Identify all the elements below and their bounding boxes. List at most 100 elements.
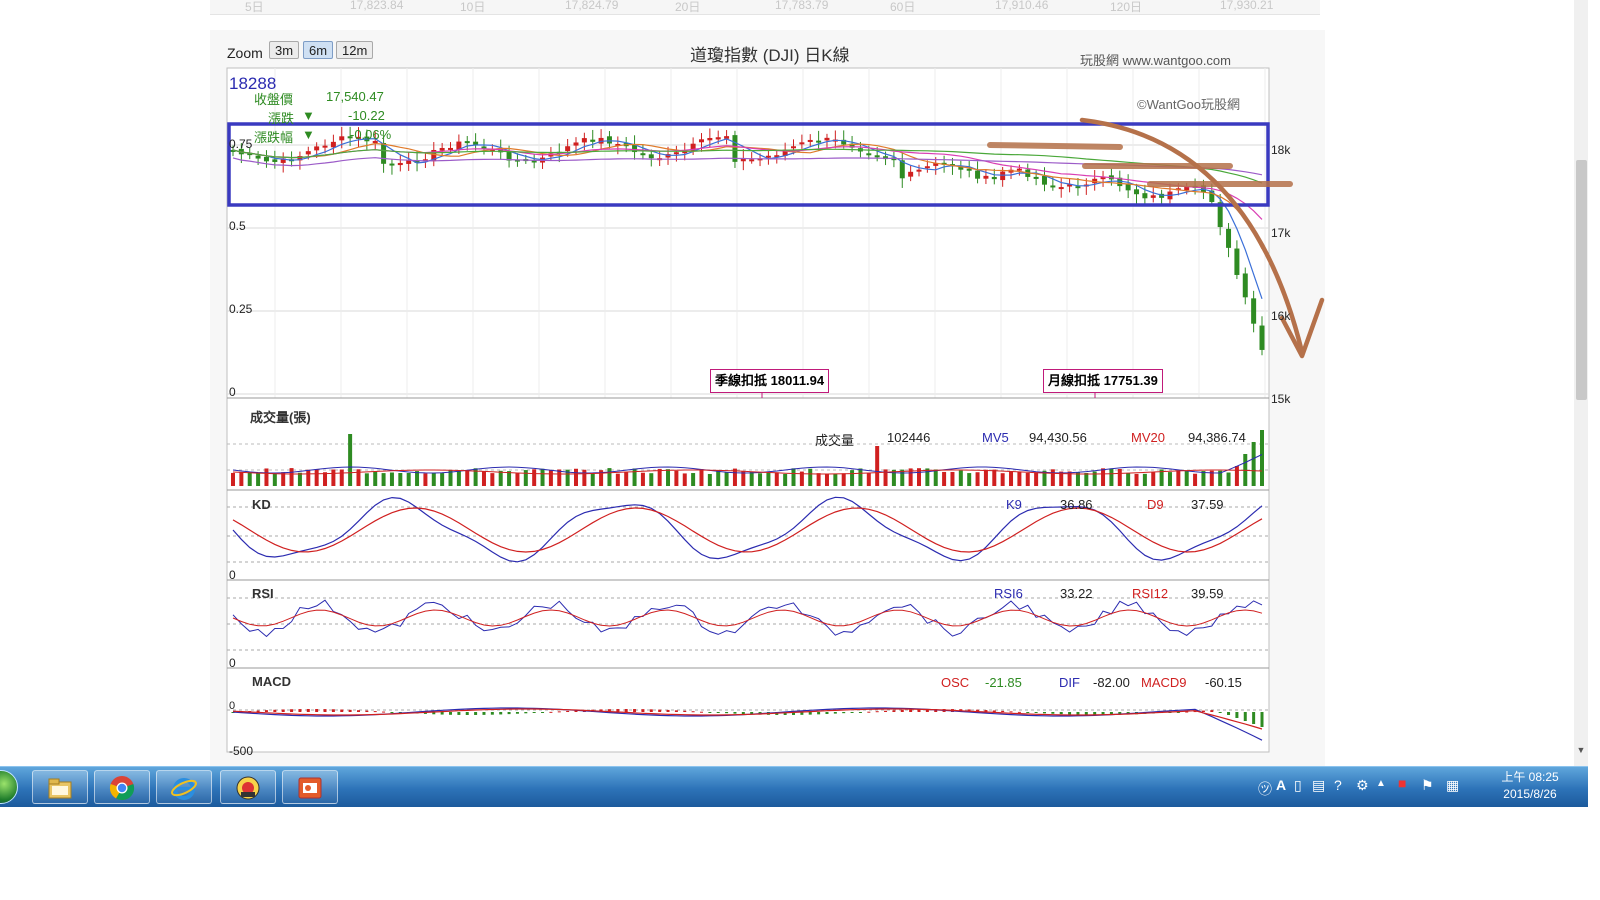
zoom-12m-button[interactable]: 12m — [336, 41, 374, 59]
zoom-6m-button[interactable]: 6m — [303, 41, 334, 59]
candle-body — [1033, 176, 1039, 179]
osc-bar — [457, 712, 461, 715]
volume-bar — [515, 473, 520, 486]
macd-layer — [231, 707, 1264, 741]
volume-bar — [1209, 470, 1214, 486]
candle-body — [1234, 248, 1240, 275]
volume-bar — [431, 472, 436, 486]
ime-icon[interactable]: ㋡ — [1258, 781, 1272, 797]
candle-body — [1125, 184, 1131, 191]
volume-bar — [858, 468, 863, 486]
ticker-item: 5日 — [245, 0, 264, 14]
osc-bar — [917, 709, 921, 712]
file-explorer-button[interactable] — [32, 770, 88, 804]
candle-body — [339, 136, 345, 141]
chart-title: 道瓊指數 (DJI) 日K線 — [690, 46, 850, 65]
volume-bar — [473, 468, 478, 486]
candle-body — [1259, 325, 1265, 350]
scroll-down-arrow-icon[interactable]: ▼ — [1576, 745, 1586, 755]
site-brand[interactable]: 玩股網 www.wantgoo.com — [1080, 53, 1231, 68]
rsi-zero-tick: 0 — [229, 656, 236, 670]
volume-bar — [557, 469, 562, 486]
volume-bar — [281, 472, 286, 486]
start-orb-icon[interactable] — [0, 770, 18, 804]
volume-bar — [481, 470, 486, 486]
osc-bar — [515, 712, 519, 714]
k9-value: 36.86 — [1060, 497, 1093, 512]
volume-bar — [381, 473, 386, 486]
chrome-button[interactable] — [94, 770, 150, 804]
network-icon[interactable]: ▦ — [1446, 777, 1460, 793]
volume-bar — [1101, 468, 1106, 486]
acrobat-icon[interactable]: ■ — [1398, 775, 1407, 791]
osc-bar — [858, 712, 862, 713]
osc-bar — [1093, 712, 1097, 715]
dif-value: -82.00 — [1093, 675, 1130, 690]
volume-bar — [691, 473, 696, 486]
volume-bar — [306, 469, 311, 486]
down-trend-arrowhead — [1279, 297, 1325, 359]
osc-bar — [1001, 710, 1005, 712]
internet-explorer-button[interactable] — [156, 770, 212, 804]
pct-label: 漲跌幅 — [254, 130, 294, 145]
volume-bar — [933, 469, 938, 486]
slideshow-app-button[interactable] — [282, 770, 338, 804]
candle-body — [565, 146, 571, 152]
osc-bar — [1076, 712, 1080, 715]
input-mode-icon[interactable]: A — [1276, 777, 1287, 793]
candle-body — [615, 143, 621, 146]
zoom-3m-button[interactable]: 3m — [269, 41, 300, 59]
candle-body — [916, 169, 922, 172]
osc-bar — [641, 709, 645, 712]
volume-bar — [724, 472, 729, 486]
action-center-icon[interactable]: ⚑ — [1421, 777, 1434, 793]
ma-ticker-strip: 5日 17,823.84 10日 17,824.79 20日 17,783.79… — [210, 0, 1320, 15]
candle-body — [305, 151, 311, 155]
candle-body — [632, 144, 638, 153]
volume-bar — [456, 470, 461, 486]
tool-icon[interactable]: ⚙ — [1356, 777, 1369, 793]
volume-bar — [1159, 469, 1164, 486]
volume-bar — [415, 471, 420, 486]
volume-bar — [1176, 470, 1181, 486]
osc-bar — [557, 711, 561, 713]
down-trend-arrow — [1079, 117, 1305, 355]
trading-app-button[interactable] — [220, 770, 276, 804]
half-width-icon[interactable]: ▯ — [1294, 777, 1302, 793]
osc-bar — [1227, 712, 1231, 715]
candle-body — [749, 159, 755, 162]
windows-taskbar: ㋡ A ▯ ▤ ? ⚙ ▲ ■ ⚑ ▦ — [0, 766, 1588, 807]
osc-bar — [532, 712, 536, 713]
osc-bar — [1252, 712, 1256, 724]
candle-body — [673, 152, 679, 155]
help-icon[interactable]: ? — [1334, 777, 1342, 793]
taskbar-clock[interactable]: 上午 08:25 2015/8/26 — [1490, 769, 1570, 803]
scrollbar-thumb[interactable] — [1576, 160, 1587, 400]
osc-bar — [298, 709, 302, 712]
annotation-layer — [987, 117, 1325, 359]
osc-bar — [549, 711, 553, 713]
volume-value: 102446 — [887, 430, 931, 445]
slideshow-app-icon — [298, 777, 322, 799]
osc-bar — [323, 709, 327, 712]
candle-body — [883, 156, 889, 160]
volume-bar — [875, 446, 880, 486]
volume-bar — [1084, 472, 1089, 486]
volume-bar — [1034, 472, 1039, 486]
ticker-item: 17,823.84 — [350, 0, 404, 12]
show-hidden-icons-icon[interactable]: ▲ — [1376, 778, 1386, 789]
volume-bar — [406, 472, 411, 486]
right-tick: 18k — [1271, 143, 1291, 157]
osc-bar — [1042, 712, 1046, 714]
osc-label: OSC — [941, 675, 970, 690]
macd-title: MACD — [252, 674, 291, 689]
osc-bar — [716, 712, 720, 713]
volume-bar — [465, 470, 470, 486]
volume-bar — [950, 471, 955, 486]
volume-bar — [975, 472, 980, 486]
resistance-line — [987, 142, 1123, 150]
candle-body — [498, 148, 504, 153]
volume-layer — [231, 430, 1264, 486]
osc-bar — [1193, 711, 1197, 713]
keyboard-icon[interactable]: ▤ — [1312, 777, 1326, 793]
